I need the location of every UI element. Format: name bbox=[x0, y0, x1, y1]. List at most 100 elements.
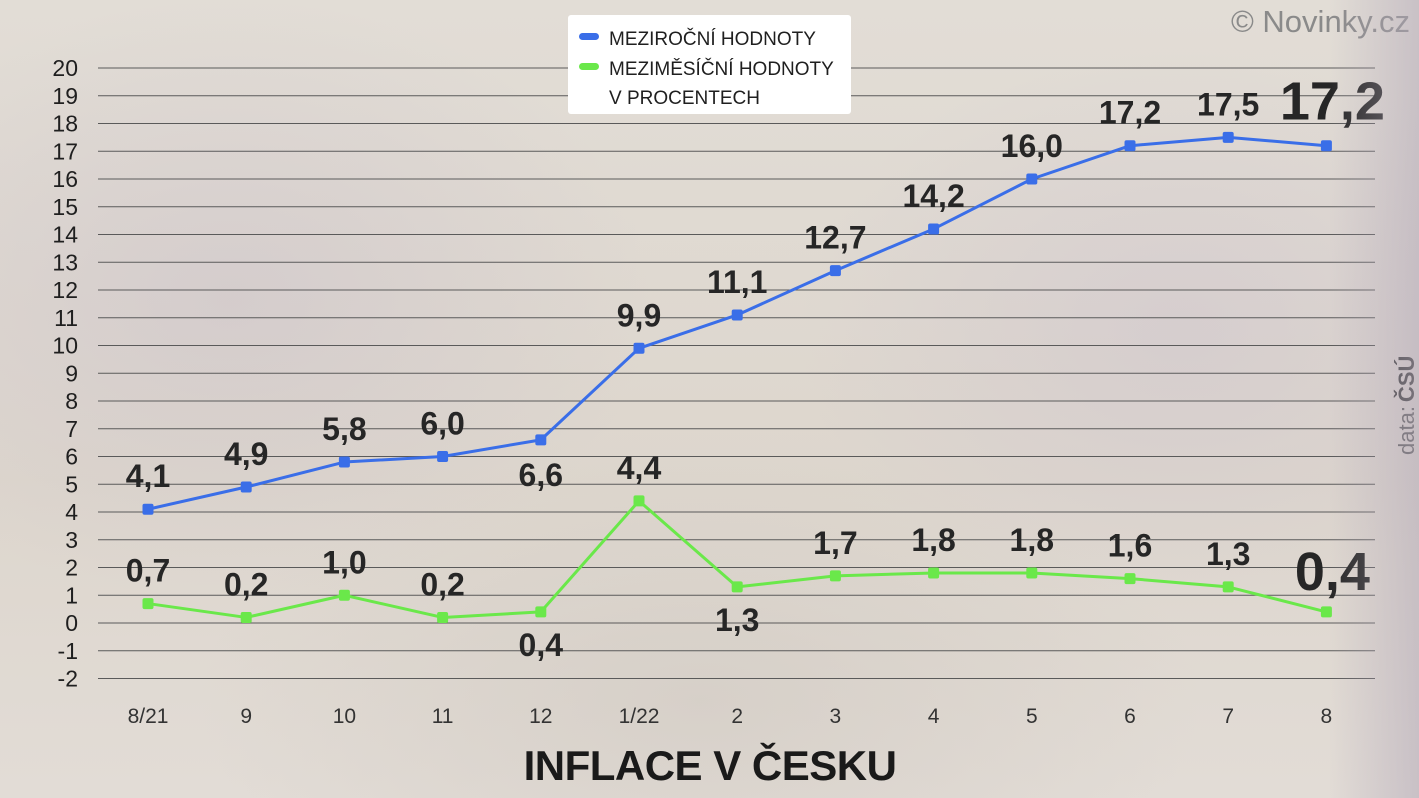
source-credit: data: ČSÚ bbox=[1394, 356, 1419, 455]
point-mom bbox=[240, 611, 252, 623]
data-label-mom: 1,6 bbox=[1108, 528, 1152, 564]
x-tick-label: 8/21 bbox=[128, 705, 169, 728]
data-label-yoy: 17,2 bbox=[1099, 95, 1161, 131]
y-tick-label: 20 bbox=[52, 55, 78, 81]
y-tick-label: 7 bbox=[65, 416, 78, 442]
x-tick-label: 8 bbox=[1321, 705, 1333, 728]
point-yoy bbox=[1222, 131, 1234, 143]
point-yoy bbox=[829, 265, 841, 277]
legend-swatch-mom bbox=[579, 63, 599, 70]
data-label-mom: 1,3 bbox=[1206, 536, 1250, 572]
x-tick-label: 7 bbox=[1222, 705, 1234, 728]
data-label-mom: 1,7 bbox=[813, 525, 857, 561]
point-mom bbox=[1222, 581, 1234, 593]
x-axis-ticks: 8/21 9 10 11 12 1/22 2 3 4 5 6 7 8 bbox=[128, 705, 1333, 728]
point-mom bbox=[829, 570, 841, 582]
data-label-yoy: 17,2 bbox=[1280, 72, 1385, 132]
point-yoy bbox=[1026, 173, 1038, 185]
y-tick-label: 6 bbox=[65, 444, 78, 470]
x-tick-label: 10 bbox=[333, 705, 356, 728]
data-label-yoy: 5,8 bbox=[322, 411, 366, 447]
data-label-mom: 0,7 bbox=[126, 553, 170, 589]
point-mom bbox=[1124, 573, 1136, 585]
x-tick-label: 9 bbox=[240, 705, 252, 728]
data-label-mom: 0,2 bbox=[420, 566, 464, 602]
data-label-mom: 0,4 bbox=[519, 627, 564, 663]
data-label-mom: 0,2 bbox=[224, 566, 268, 602]
y-tick-label: 16 bbox=[52, 166, 78, 192]
y-tick-label: 9 bbox=[65, 360, 78, 386]
series-line-yoy bbox=[147, 135, 1327, 511]
data-label-yoy: 16,0 bbox=[1001, 128, 1063, 164]
x-tick-label: 12 bbox=[529, 705, 552, 728]
y-tick-label: -2 bbox=[58, 666, 78, 692]
data-labels-layer: 4,1 4,9 5,8 6,0 6,6 9,9 11,1 12,7 14,2 16,0 17,2 17… bbox=[126, 72, 1385, 663]
y-tick-label: 1 bbox=[65, 582, 78, 608]
source-prefix: data: bbox=[1394, 406, 1419, 455]
point-yoy bbox=[142, 503, 154, 515]
data-label-yoy: 4,1 bbox=[126, 458, 170, 494]
y-tick-label: 3 bbox=[65, 527, 78, 553]
legend-note: V PROCENTECH bbox=[609, 88, 760, 109]
y-tick-label: 15 bbox=[52, 194, 78, 220]
legend-label-yoy: MEZIROČNÍ HODNOTY bbox=[609, 28, 816, 50]
point-yoy bbox=[338, 456, 350, 468]
x-tick-label: 6 bbox=[1124, 705, 1136, 728]
point-mom bbox=[142, 598, 154, 610]
brand-watermark: © Novinky.cz bbox=[1231, 4, 1410, 39]
data-label-yoy: 6,0 bbox=[420, 406, 464, 442]
point-mom bbox=[731, 581, 743, 593]
y-tick-label: 12 bbox=[52, 277, 78, 303]
y-tick-label: 8 bbox=[65, 388, 78, 414]
data-label-yoy: 4,9 bbox=[224, 436, 268, 472]
y-tick-label: 18 bbox=[52, 111, 78, 137]
source-line: data: ČSÚ bbox=[1394, 356, 1419, 455]
x-tick-label: 5 bbox=[1026, 705, 1038, 728]
point-yoy bbox=[1124, 140, 1136, 152]
legend: MEZIROČNÍ HODNOTY MEZIMĚSÍČNÍ HODNOTY V … bbox=[568, 15, 851, 114]
point-mom bbox=[535, 606, 547, 618]
legend-label-mom: MEZIMĚSÍČNÍ HODNOTY bbox=[609, 58, 834, 80]
point-mom bbox=[338, 589, 350, 601]
gridlines bbox=[98, 67, 1375, 679]
point-yoy bbox=[633, 342, 645, 354]
data-label-mom: 0,4 bbox=[1295, 542, 1370, 602]
x-tick-label: 2 bbox=[731, 705, 743, 728]
x-tick-label: 11 bbox=[432, 705, 454, 728]
point-mom bbox=[1026, 567, 1038, 579]
y-tick-label: -1 bbox=[58, 638, 78, 664]
data-label-mom: 4,4 bbox=[617, 450, 662, 486]
data-label-yoy: 17,5 bbox=[1197, 86, 1259, 122]
y-tick-label: 17 bbox=[52, 138, 78, 164]
source-name: ČSÚ bbox=[1394, 356, 1419, 402]
point-yoy bbox=[240, 481, 252, 493]
y-tick-label: 4 bbox=[65, 499, 78, 525]
point-mom bbox=[633, 495, 645, 507]
data-label-mom: 1,8 bbox=[911, 522, 955, 558]
x-tick-label: 4 bbox=[928, 705, 940, 728]
series-layer bbox=[142, 131, 1332, 623]
y-tick-label: 0 bbox=[65, 610, 78, 636]
y-tick-label: 5 bbox=[65, 471, 78, 497]
y-tick-label: 2 bbox=[65, 555, 78, 581]
point-yoy bbox=[1320, 140, 1332, 152]
point-mom bbox=[1320, 606, 1332, 618]
legend-swatch-yoy bbox=[579, 33, 599, 40]
y-tick-label: 11 bbox=[54, 305, 78, 331]
y-tick-label: 14 bbox=[52, 222, 78, 248]
data-label-yoy: 6,6 bbox=[519, 457, 563, 493]
point-mom bbox=[928, 567, 940, 579]
point-yoy bbox=[731, 309, 743, 321]
data-label-yoy: 14,2 bbox=[902, 178, 964, 214]
point-yoy bbox=[535, 434, 547, 446]
data-label-mom: 1,8 bbox=[1010, 522, 1054, 558]
data-label-yoy: 9,9 bbox=[617, 297, 661, 333]
point-yoy bbox=[928, 223, 940, 235]
chart-title: INFLACE V ČESKU bbox=[524, 741, 897, 789]
point-mom bbox=[437, 611, 449, 623]
y-tick-label: 10 bbox=[52, 333, 78, 359]
y-tick-label: 19 bbox=[52, 83, 78, 109]
y-tick-label: 13 bbox=[52, 249, 78, 275]
